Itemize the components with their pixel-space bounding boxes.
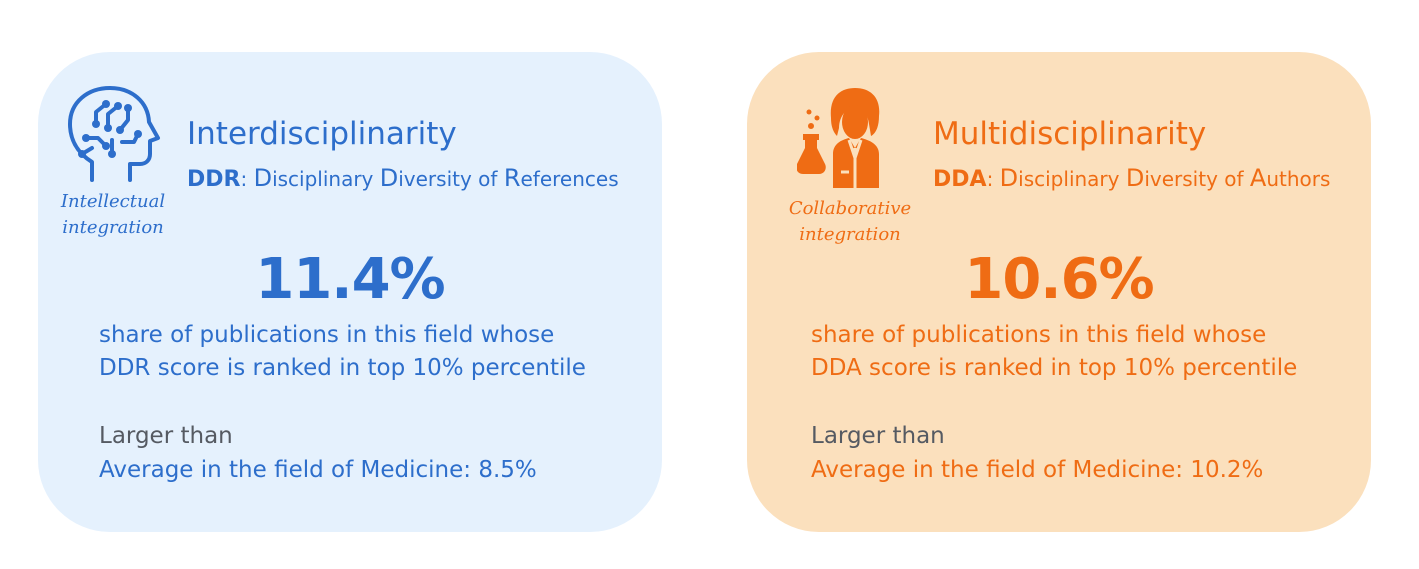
initial: R [503,164,521,192]
card-subtitle: DDR: Disciplinary Diversity of Reference… [187,164,619,194]
description: share of publications in this field whos… [99,319,586,385]
comparison-label: Larger than [99,423,233,449]
caption-line: Intellectual [60,191,166,212]
interdisciplinarity-card: Intellectual integration Interdisciplina… [38,52,662,532]
description-line: DDR score is ranked in top 10% percentil… [99,355,586,381]
description: share of publications in this field whos… [811,319,1297,385]
word-rest: iversity of [398,167,504,191]
card-subtitle: DDA: Disciplinary Diversity of Authors [933,164,1330,194]
caption-line: integration [799,224,901,245]
separator: : [986,167,1000,191]
big-percentage: 10.6% [964,247,1154,312]
word-rest: eferences [520,167,619,191]
description-line: share of publications in this field whos… [811,322,1267,348]
word-rest: uthors [1266,167,1331,191]
initial: D [253,164,273,192]
scientist-flask-icon [797,88,897,188]
separator: : [240,167,254,191]
initial: A [1249,164,1267,192]
comparison-label: Larger than [811,423,945,449]
brain-head-icon [62,84,162,184]
word-rest: iversity of [1144,167,1250,191]
field-average: Average in the field of Medicine: 8.5% [99,457,537,483]
description-line: DDA score is ranked in top 10% percentil… [811,355,1298,381]
abbreviation: DDR [187,167,241,192]
word-rest: isciplinary [272,167,380,191]
word-rest: isciplinary [1018,167,1126,191]
big-percentage: 11.4% [255,247,445,312]
description-line: share of publications in this field whos… [99,322,555,348]
intellectual-integration-caption: Intellectual integration [48,189,178,241]
initial: D [379,164,399,192]
initial: D [999,164,1019,192]
collaborative-integration-caption: Collaborative integration [775,196,925,248]
multidisciplinarity-card: Collaborative integration Multidisciplin… [747,52,1371,532]
abbreviation: DDA [933,167,987,192]
field-average: Average in the field of Medicine: 10.2% [811,457,1264,483]
initial: D [1125,164,1145,192]
card-title: Multidisciplinarity [933,116,1207,152]
card-title: Interdisciplinarity [187,116,457,152]
caption-line: Collaborative [788,198,912,219]
caption-line: integration [62,217,164,238]
